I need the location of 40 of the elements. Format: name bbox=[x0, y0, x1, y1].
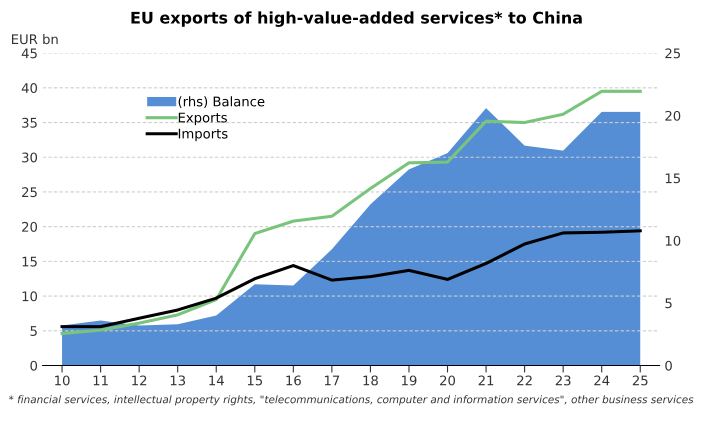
x-tick-label: 17 bbox=[324, 376, 340, 386]
x-tick-label: 21 bbox=[478, 375, 494, 386]
x-tick-label: 11 bbox=[94, 376, 108, 386]
y-tick-label: 40 bbox=[22, 83, 38, 94]
x-tick-label: 19 bbox=[402, 375, 416, 386]
y-tick-label: 20 bbox=[22, 222, 38, 232]
line-series bbox=[60, 90, 642, 336]
x-tick-label: 25 bbox=[632, 375, 648, 386]
text: * financial services, intellectual property rights, "telecommunications, computer and information services", other business services bbox=[8, 395, 694, 406]
y2-tick-label: 10 bbox=[666, 236, 680, 246]
line-series bbox=[60, 229, 642, 328]
legend-label: Exports bbox=[178, 112, 227, 126]
y-tick-label: 10 bbox=[22, 291, 38, 302]
x-tick-label: 14 bbox=[209, 376, 224, 386]
legend-label: (rhs) Balance bbox=[178, 96, 264, 108]
y-tick-label: 45 bbox=[22, 48, 37, 58]
x-tick-label: 24 bbox=[594, 375, 610, 386]
x-tick-label: 10 bbox=[55, 375, 70, 386]
x-tick-label: 16 bbox=[286, 375, 301, 386]
y-tick-label: 30 bbox=[22, 152, 38, 162]
y2-tick-label: 20 bbox=[665, 110, 680, 121]
x-tick-label: 22 bbox=[517, 375, 532, 386]
y2-tick-label: 5 bbox=[665, 298, 672, 308]
y-axis-title: EUR bn bbox=[12, 34, 58, 44]
y2-tick-label: 25 bbox=[665, 48, 680, 58]
y-tick-label: 15 bbox=[22, 256, 37, 267]
y-tick-label: 25 bbox=[22, 187, 37, 198]
y-tick-label: 35 bbox=[22, 118, 37, 128]
y-tick-label: 5 bbox=[30, 326, 37, 336]
x-tick-label: 12 bbox=[132, 375, 146, 386]
x-tick-label: 23 bbox=[556, 375, 570, 386]
x-tick-label: 15 bbox=[248, 376, 262, 386]
x-tick-label: 20 bbox=[440, 375, 456, 386]
y-tick-label: 0 bbox=[30, 360, 38, 371]
chart-title: EU exports of high-value-added services* to China bbox=[131, 11, 582, 27]
x-tick-label: 18 bbox=[363, 375, 378, 386]
legend-label: Imports bbox=[178, 128, 228, 142]
x-tick-label: 13 bbox=[170, 375, 186, 386]
y2-tick-label: 0 bbox=[665, 360, 672, 371]
y2-tick-label: 15 bbox=[666, 173, 680, 184]
